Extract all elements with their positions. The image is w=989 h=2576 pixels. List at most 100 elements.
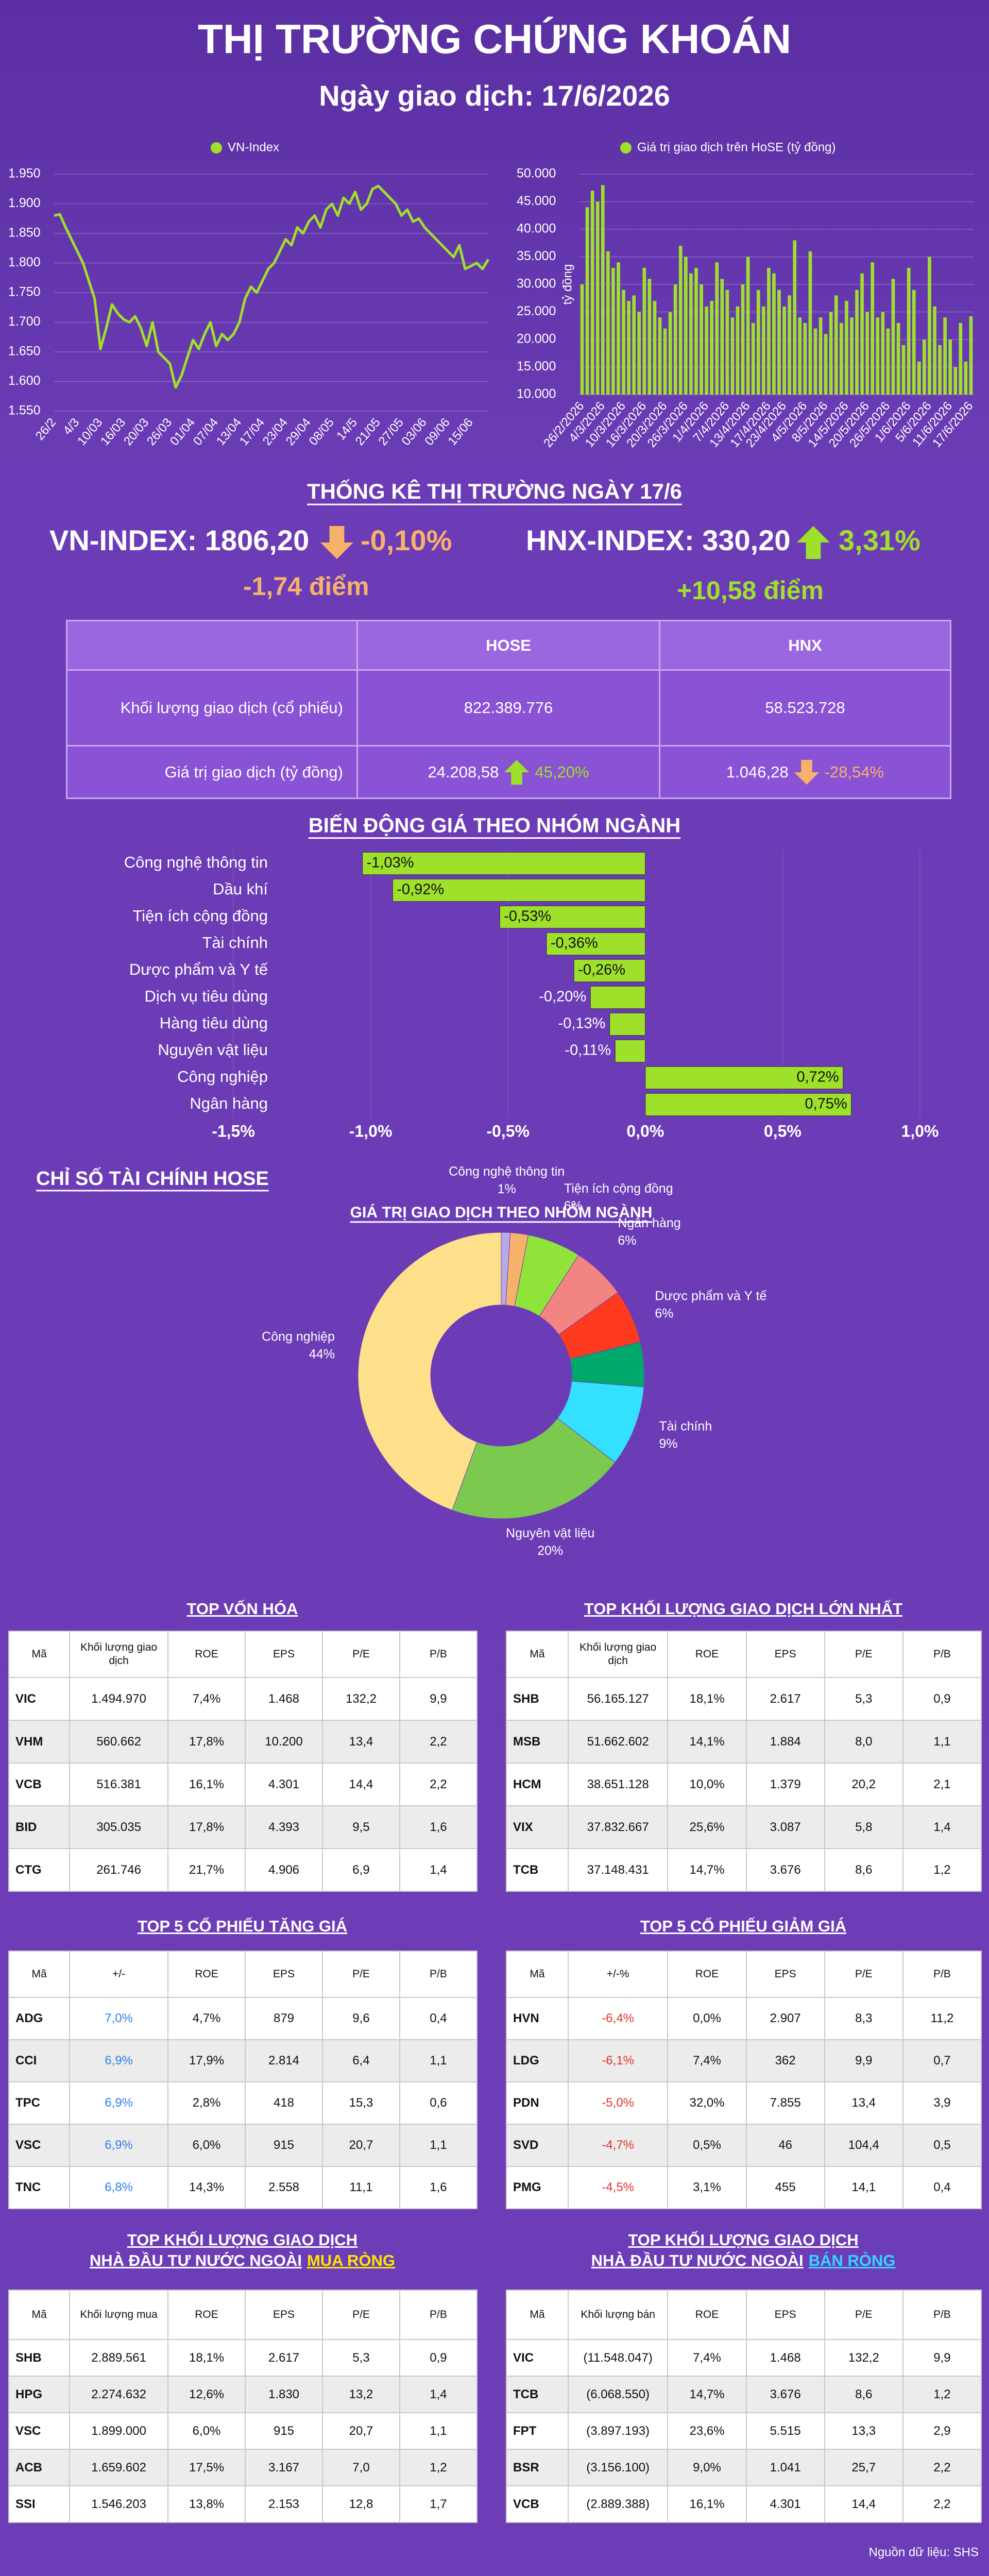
table-cell: (3.156.100) [567,2449,669,2486]
table-cell: 516.381 [69,1762,169,1806]
stock-code: SSI [8,2485,71,2523]
header-cell: +/- [69,1951,169,1998]
header-cell: ROE [167,2290,246,2340]
table-row: TPC 6,9% 2,8% 418 15,3 0,6 [8,2081,478,2125]
stock-code: SHB [8,2339,71,2377]
table-cell: 261.746 [69,1848,169,1892]
bar [622,290,625,395]
table-cell: 16,1% [167,1762,246,1806]
bar [642,267,646,395]
table-row: FPT (3.897.193) 23,6% 5.515 13,3 2,9 [506,2412,982,2450]
legend-label: Giá trị giao dịch trên HoSE (tỷ đồng) [637,140,836,154]
table-row: VIX 37.832.667 25,6% 3.087 5,8 1,4 [506,1805,982,1849]
bar [595,201,600,395]
stock-code: VCB [506,2485,569,2523]
table-cell: 0,5 [902,2124,982,2167]
table-row: HVN -6,4% 0,0% 2.907 8,3 11,2 [506,1997,982,2040]
x-tick-label: 15/06 [445,416,475,448]
value-label: -0,11% [565,1042,611,1059]
bar [845,301,848,395]
bar [777,290,781,395]
slice-label: Công nghệ thông tin [449,1164,565,1179]
table-cell: 132,2 [322,1677,400,1721]
bar [881,312,885,395]
y-tick-label: 45.000 [517,194,556,208]
trend-arrow [320,526,353,559]
table-cell: 1,1 [399,2124,478,2167]
bar [627,301,630,395]
table-cell: 0,9 [399,2339,478,2377]
bar [673,284,677,395]
stock-code: VHM [8,1720,71,1764]
x-tick-label: 1,0% [901,1122,939,1140]
table-cell: 14,1% [667,1720,747,1764]
stock-code: ACB [8,2449,71,2486]
x-tick-label: 27/05 [376,416,406,448]
table-cell: 4,7% [167,1997,246,2040]
bar [663,328,667,395]
bar [917,361,921,395]
table-cell: 1,6 [399,1805,478,1849]
bar [886,328,890,395]
table-cell: 1.046,28 -28,54% [659,745,951,799]
table-title: TOP KHỐI LƯỢNG GIAO DỊCH NHÀ ĐẦU TƯ NƯỚC … [8,2230,476,2271]
table-cell: 6,8% [69,2166,169,2209]
y-tick-label: 40.000 [517,222,556,236]
table-cell: 9,5 [322,1805,400,1849]
header-row: Mã Khối lượng bán ROE EPS P/E P/B [506,2290,982,2340]
header-cell: Khối lượng giao dịch [567,1631,669,1678]
x-tick-label: -0,5% [486,1122,530,1140]
x-tick-label: 07/04 [191,416,221,448]
table-cell: 418 [245,2081,323,2125]
stock-code: TCB [506,2376,569,2413]
legend-swatch [211,142,222,154]
x-tick-label: 10/03 [75,416,105,448]
header-cell: ROE [167,1631,246,1678]
table-cell: 1,7 [399,2485,478,2523]
header-cell: Mã [506,1631,569,1678]
highlight-text: BÁN RÒNG [808,2251,896,2269]
bar [829,312,833,395]
table-cell: -4,5% [567,2166,669,2209]
table-cell: -5,0% [567,2081,669,2125]
bar [700,284,703,395]
y-tick-label: 30.000 [517,277,556,291]
stock-code: SHB [506,1677,569,1721]
table-cell: 24.208,58 45,20% [356,745,660,799]
value-label: 0,75% [805,1096,847,1112]
bar [590,986,646,1009]
category-label: Tiện ích cộng đồng [132,907,268,925]
table-cell: 2,9 [902,2412,982,2450]
bar [392,878,646,902]
table-cell: 14,7% [667,1848,747,1892]
header-cell: EPS [245,1631,323,1678]
header-cell: P/B [399,1631,478,1678]
table-title: TOP KHỐI LƯỢNG GIAO DỊCH NHÀ ĐẦU TƯ NƯỚC … [506,2230,981,2271]
bar [901,345,906,395]
value-label: -0,13% [558,1015,606,1032]
y-tick-label: 35.000 [517,249,556,263]
table-cell: 37.832.667 [567,1805,669,1849]
chart-title: GIÁ TRỊ GIAO DỊCH THEO NHÓM NGÀNH [350,1204,653,1221]
title-line: NHÀ ĐẦU TƯ NƯỚC NGOÀI MUA RÒNG [8,2250,476,2271]
y-tick-label: 1.950 [8,166,41,181]
table-cell: 1,2 [399,2449,478,2486]
table-cell: 6,0% [167,2412,246,2450]
bar [855,290,859,395]
table-cell: 1.659.602 [69,2449,169,2486]
table-cell: 362 [745,2039,825,2082]
stock-code: ADG [8,1997,71,2040]
table-cell: (2.889.388) [567,2485,669,2523]
table-cell: 51.662.602 [567,1720,669,1764]
bar [580,284,584,395]
bar [803,323,807,395]
slice-value-label: 6% [564,1199,583,1213]
legend-swatch [620,142,632,154]
table-cell: 14,1 [824,2166,903,2209]
table-cell: 1,1 [399,2039,478,2082]
header-cell: Mã [8,1951,71,1998]
header-cell: P/B [399,1951,478,1998]
table-row: SSI 1.546.203 13,8% 2.153 12,8 1,7 [8,2485,478,2523]
bar [943,317,947,395]
bar [715,262,719,395]
